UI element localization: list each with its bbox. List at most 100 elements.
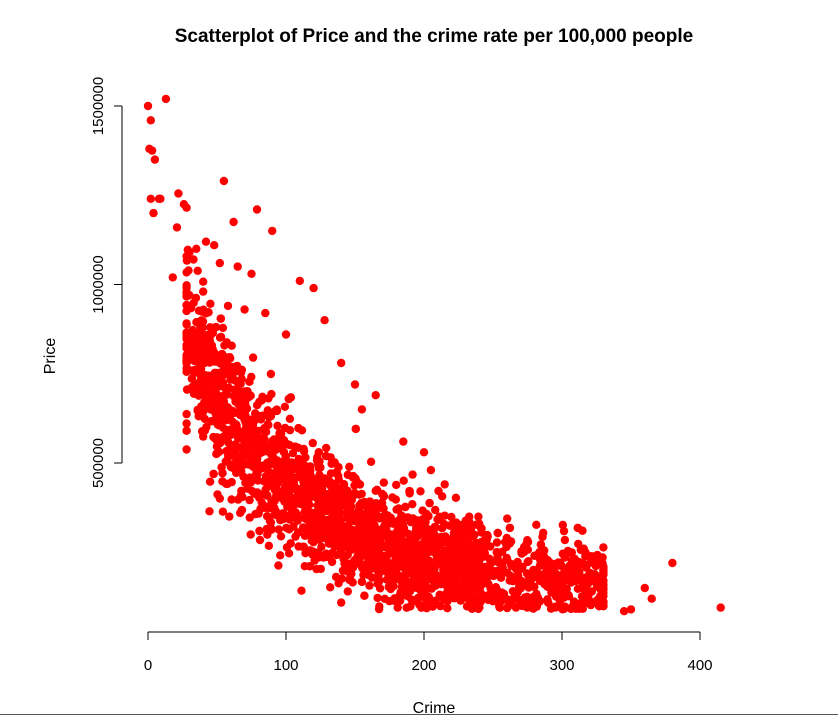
scatter-point bbox=[367, 562, 377, 572]
scatter-point bbox=[266, 369, 276, 379]
scatter-point bbox=[290, 442, 300, 451]
scatter-point bbox=[182, 409, 191, 419]
scatter-point bbox=[430, 523, 439, 532]
scatter-point bbox=[375, 552, 384, 561]
scatter-point bbox=[199, 277, 208, 286]
scatter-point bbox=[599, 543, 608, 552]
scatter-point bbox=[150, 155, 160, 164]
scatter-point bbox=[257, 440, 266, 450]
scatter-point bbox=[225, 353, 234, 362]
scatter-point bbox=[305, 562, 314, 571]
scatter-point bbox=[476, 523, 485, 532]
scatter-point bbox=[561, 576, 570, 585]
scatter-point bbox=[368, 536, 377, 546]
scatter-point bbox=[278, 509, 288, 518]
scatter-point bbox=[182, 385, 192, 394]
scatter-point bbox=[524, 572, 534, 581]
scatter-point bbox=[348, 541, 357, 550]
scatter-point bbox=[240, 305, 249, 314]
scatter-point bbox=[161, 94, 171, 104]
scatter-point bbox=[305, 524, 314, 533]
scatter-point bbox=[366, 504, 375, 513]
scatter-point bbox=[253, 488, 262, 497]
scatter-point bbox=[194, 355, 203, 365]
scatter-point bbox=[269, 469, 278, 478]
scatter-point bbox=[477, 552, 486, 561]
scatter-point bbox=[182, 445, 191, 454]
scatter-point bbox=[349, 490, 358, 500]
scatter-point bbox=[255, 526, 264, 536]
scatter-point bbox=[206, 299, 215, 308]
scatter-point bbox=[269, 503, 279, 512]
scatter-point bbox=[351, 424, 360, 434]
scatter-point bbox=[382, 575, 392, 584]
scatter-point bbox=[245, 513, 254, 522]
scatter-point bbox=[205, 507, 214, 516]
scatter-point bbox=[251, 409, 260, 418]
scatter-point bbox=[432, 558, 441, 567]
scatter-point bbox=[201, 388, 211, 397]
scatter-point bbox=[393, 603, 402, 612]
scatter-point bbox=[265, 481, 275, 490]
scatter-point bbox=[479, 592, 488, 601]
scatter-point bbox=[349, 526, 358, 535]
scatter-point bbox=[189, 348, 199, 357]
scatter-point bbox=[503, 595, 512, 604]
scatter-point bbox=[303, 487, 313, 496]
scatter-point bbox=[469, 565, 478, 574]
scatter-point bbox=[382, 542, 392, 551]
scatter-point bbox=[647, 594, 656, 603]
scatter-point bbox=[487, 594, 496, 604]
scatter-point bbox=[338, 501, 347, 510]
scatter-point bbox=[565, 568, 574, 577]
x-tick-label: 200 bbox=[411, 657, 436, 674]
scatter-point bbox=[354, 546, 364, 555]
scatter-point bbox=[143, 101, 153, 111]
scatter-point bbox=[239, 447, 249, 456]
scatter-point bbox=[315, 504, 324, 513]
scatter-point bbox=[273, 421, 282, 430]
scatter-point bbox=[220, 382, 229, 392]
scatter-point bbox=[397, 582, 407, 591]
scatter-point bbox=[219, 176, 229, 186]
scatter-point bbox=[233, 432, 242, 441]
scatter-point bbox=[463, 569, 472, 578]
scatter-point bbox=[218, 433, 227, 442]
scatter-point bbox=[217, 349, 227, 359]
scatter-point bbox=[182, 281, 191, 290]
scatter-point bbox=[357, 489, 366, 499]
scatter-point bbox=[559, 569, 568, 579]
scatter-point bbox=[316, 564, 325, 574]
scatter-point bbox=[193, 266, 202, 275]
scatter-point bbox=[513, 587, 522, 597]
scatter-point bbox=[380, 521, 389, 531]
scatter-point bbox=[194, 391, 203, 400]
scatter-point bbox=[197, 307, 207, 316]
scatter-point bbox=[149, 208, 158, 218]
scatter-point bbox=[216, 332, 226, 342]
scatter-point bbox=[466, 525, 476, 534]
scatter-point bbox=[289, 484, 299, 494]
scatter-point bbox=[536, 548, 545, 557]
scatter-point bbox=[497, 558, 507, 567]
scatter-point bbox=[255, 535, 265, 545]
scatter-point bbox=[231, 446, 240, 455]
scatter-point bbox=[330, 542, 339, 551]
scatter-point bbox=[222, 479, 231, 488]
scatter-point bbox=[315, 470, 324, 480]
scatter-point bbox=[285, 414, 295, 423]
scatter-point bbox=[381, 567, 390, 576]
scatter-point bbox=[486, 557, 495, 566]
scatter-point bbox=[505, 523, 515, 533]
scatter-point bbox=[355, 531, 365, 541]
scatter-point bbox=[543, 582, 552, 591]
scatter-point bbox=[268, 459, 278, 469]
scatter-point bbox=[246, 433, 255, 442]
scatter-point bbox=[571, 604, 581, 613]
scatter-point bbox=[182, 426, 191, 435]
scatter-point bbox=[210, 352, 219, 361]
scatter-point bbox=[369, 514, 378, 524]
scatter-point bbox=[374, 571, 383, 580]
scatter-point bbox=[416, 555, 425, 564]
